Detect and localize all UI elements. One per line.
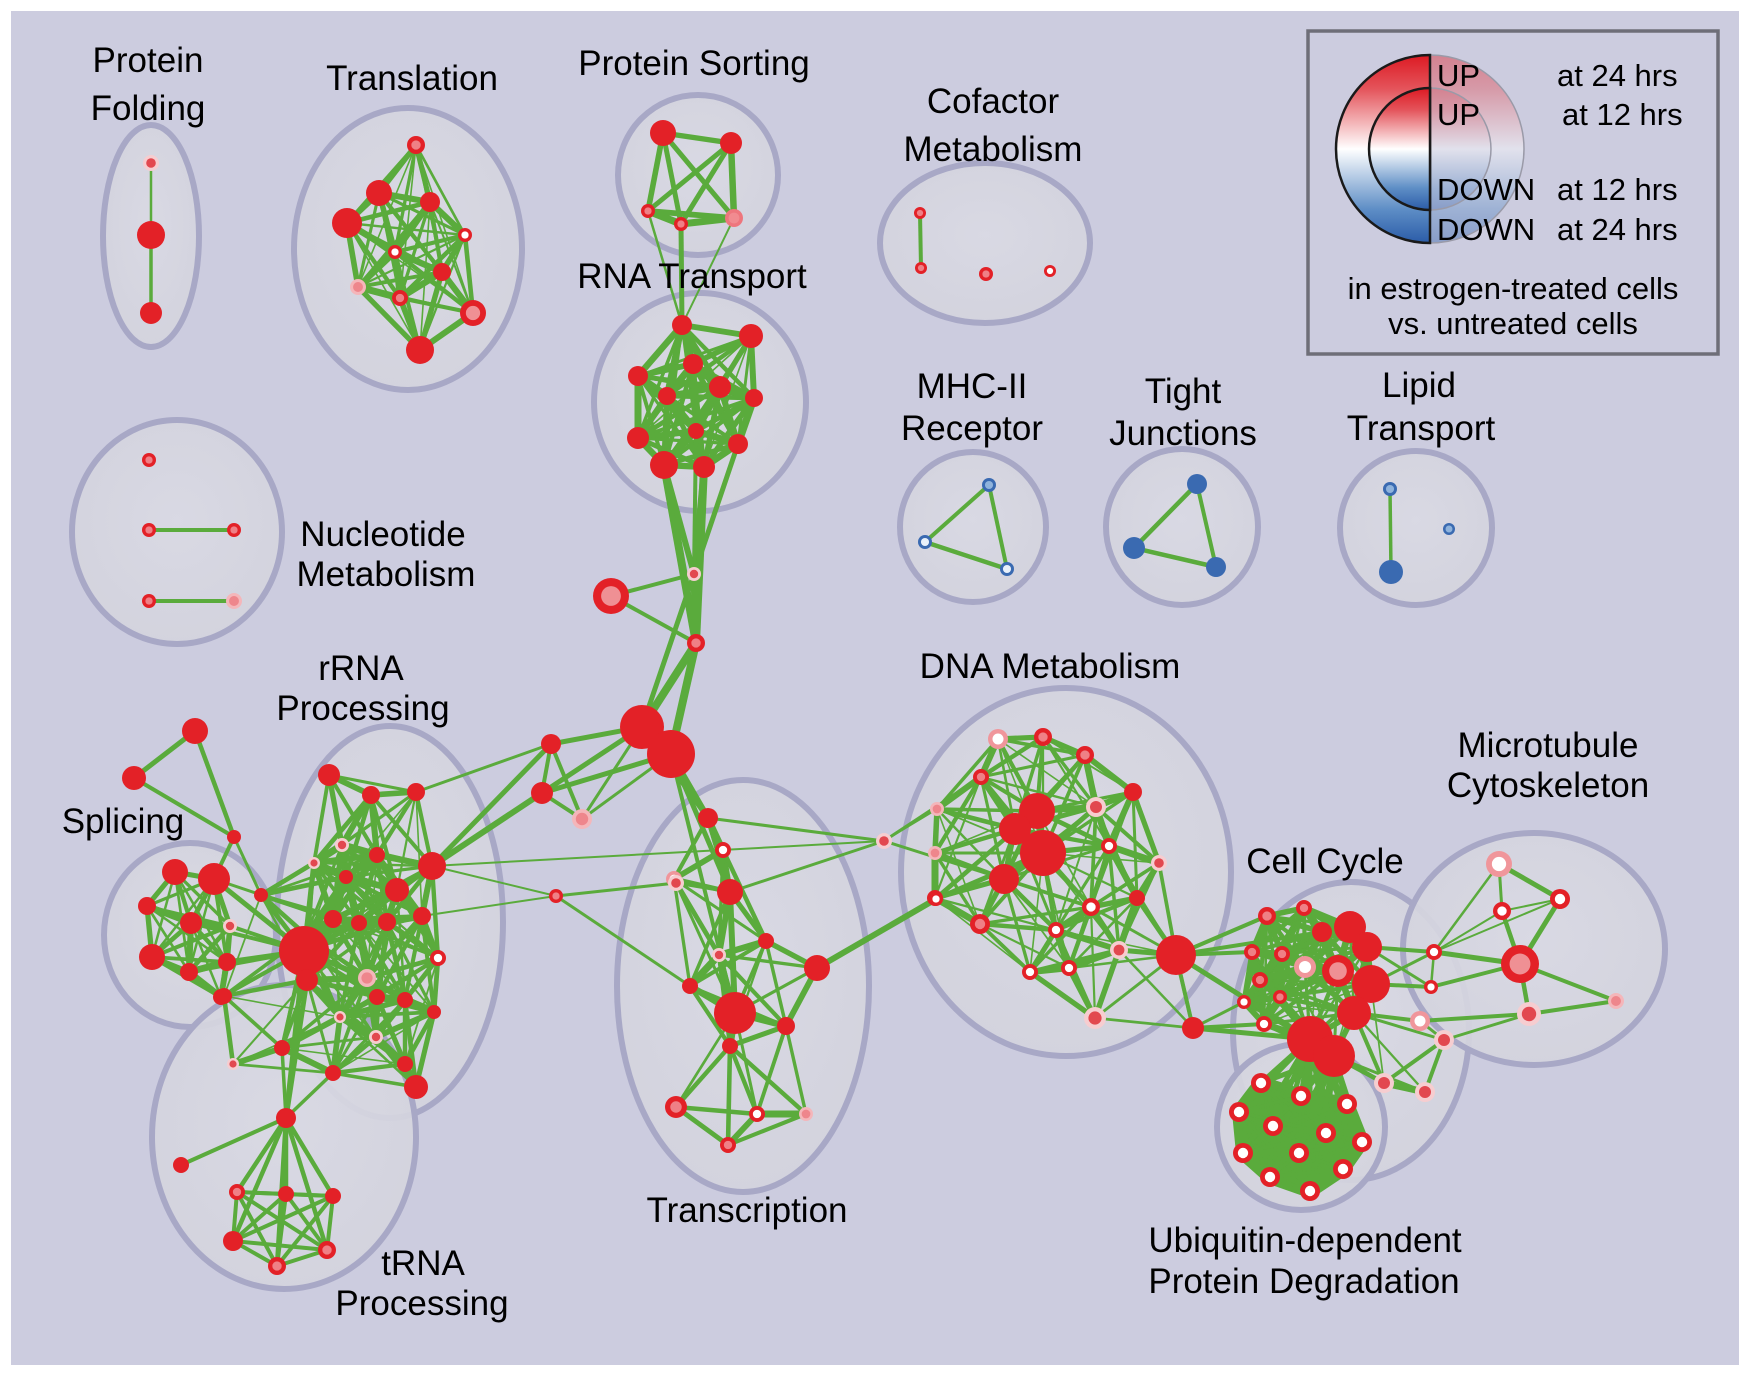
svg-text:Nucleotide: Nucleotide — [300, 515, 465, 554]
svg-text:DOWN: DOWN — [1437, 212, 1535, 247]
svg-text:DOWN: DOWN — [1437, 172, 1535, 207]
svg-text:Protein Degradation: Protein Degradation — [1148, 1262, 1459, 1301]
svg-text:Junctions: Junctions — [1109, 414, 1257, 453]
svg-text:Tight: Tight — [1145, 372, 1222, 411]
svg-text:Cell Cycle: Cell Cycle — [1246, 842, 1404, 881]
svg-text:in estrogen-treated cells: in estrogen-treated cells — [1348, 271, 1679, 306]
svg-text:Microtubule: Microtubule — [1458, 726, 1639, 765]
svg-text:UP: UP — [1437, 58, 1480, 93]
svg-text:Receptor: Receptor — [901, 409, 1043, 448]
svg-text:Metabolism: Metabolism — [297, 555, 476, 594]
svg-text:Transcription: Transcription — [647, 1191, 848, 1230]
svg-text:Cofactor: Cofactor — [927, 82, 1060, 121]
svg-text:UP: UP — [1437, 97, 1480, 132]
svg-text:Transport: Transport — [1347, 409, 1496, 448]
svg-text:MHC-II: MHC-II — [917, 367, 1028, 406]
svg-text:RNA Transport: RNA Transport — [577, 257, 807, 296]
svg-text:at 24 hrs: at 24 hrs — [1557, 58, 1678, 93]
svg-text:at 12 hrs: at 12 hrs — [1562, 97, 1683, 132]
svg-text:vs. untreated cells: vs. untreated cells — [1388, 306, 1638, 341]
svg-text:Protein: Protein — [93, 41, 204, 80]
svg-text:tRNA: tRNA — [381, 1244, 465, 1283]
svg-text:Translation: Translation — [326, 59, 498, 98]
svg-text:Protein Sorting: Protein Sorting — [578, 44, 810, 83]
svg-text:Processing: Processing — [335, 1284, 508, 1323]
svg-text:Folding: Folding — [91, 89, 206, 128]
svg-text:at 12 hrs: at 12 hrs — [1557, 172, 1678, 207]
svg-text:rRNA: rRNA — [318, 649, 404, 688]
svg-text:Processing: Processing — [276, 689, 449, 728]
svg-text:Lipid: Lipid — [1382, 366, 1456, 405]
svg-text:Metabolism: Metabolism — [904, 130, 1083, 169]
svg-text:DNA Metabolism: DNA Metabolism — [920, 647, 1181, 686]
svg-text:Cytoskeleton: Cytoskeleton — [1447, 766, 1649, 805]
svg-text:Splicing: Splicing — [62, 802, 185, 841]
svg-text:at 24 hrs: at 24 hrs — [1557, 212, 1678, 247]
svg-text:Ubiquitin-dependent: Ubiquitin-dependent — [1148, 1221, 1462, 1260]
